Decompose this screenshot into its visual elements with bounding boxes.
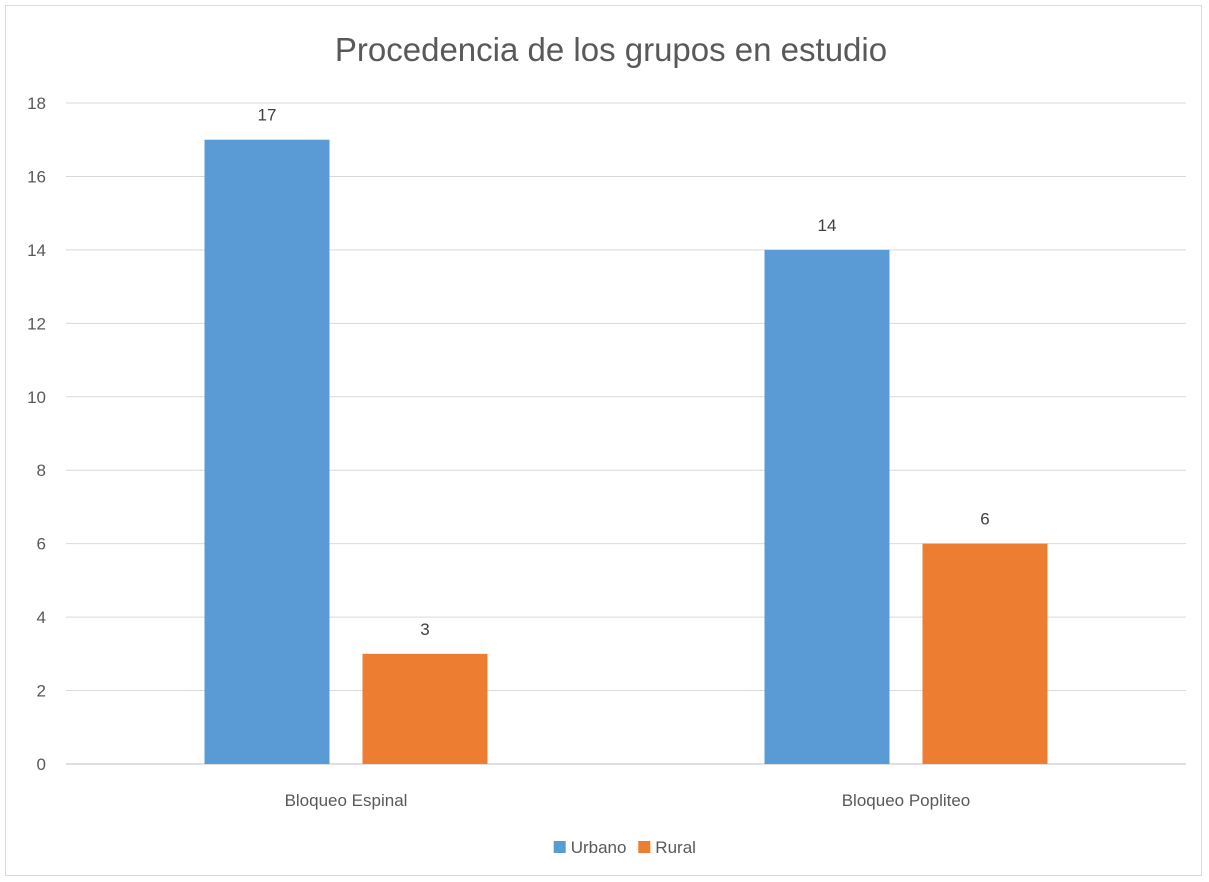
data-labels: 17 3 14 6 [258,106,990,639]
y-tick-label: 6 [37,535,46,554]
bar-urbano-1 [204,139,330,764]
bars [204,139,1048,764]
y-tick-label: 14 [27,241,46,260]
chart-title: Procedencia de los grupos en estudio [335,31,887,68]
legend-label-rural: Rural [655,838,696,857]
legend: Urbano Rural [553,838,696,857]
y-tick-label: 10 [27,388,46,407]
data-label: 3 [420,620,429,639]
y-tick-label: 12 [27,314,46,333]
bar-rural-2 [922,543,1048,764]
legend-swatch-urbano [553,841,566,853]
y-tick-label: 0 [37,755,46,774]
x-tick-label: Bloqueo Espinal [285,791,408,810]
x-axis-tick-labels: Bloqueo Espinal Bloqueo Popliteo [285,791,971,810]
legend-swatch-rural [638,841,651,853]
y-tick-label: 18 [27,94,46,113]
y-axis-tick-labels: 0 2 4 6 8 10 12 14 16 18 [27,94,46,774]
y-tick-label: 8 [37,461,46,480]
x-tick-label: Bloqueo Popliteo [842,791,971,810]
y-tick-label: 4 [37,608,46,627]
data-label: 6 [980,510,989,529]
y-tick-label: 16 [27,167,46,186]
data-label: 17 [258,106,277,125]
bar-urbano-2 [764,249,890,764]
data-label: 14 [818,216,837,235]
bar-rural-1 [362,653,488,764]
y-tick-label: 2 [37,682,46,701]
legend-label-urbano: Urbano [571,838,627,857]
